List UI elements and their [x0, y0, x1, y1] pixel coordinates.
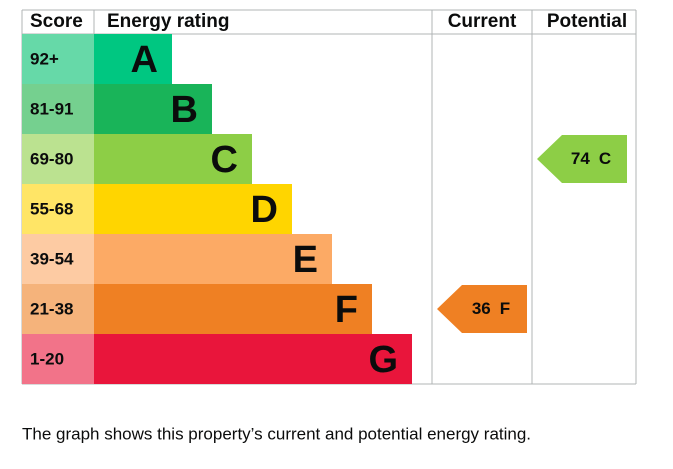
rating-bar	[94, 284, 372, 334]
rating-letter: C	[211, 139, 238, 181]
score-range: 1-20	[30, 349, 64, 368]
rating-letter: G	[368, 339, 398, 381]
rating-bar	[94, 34, 172, 84]
score-header: Score	[30, 11, 83, 32]
score-cell	[22, 184, 94, 234]
rating-bar	[94, 334, 412, 384]
score-range: 21-38	[30, 299, 73, 318]
current-score: 36	[472, 299, 491, 318]
score-cell	[22, 334, 94, 384]
current-header: Current	[448, 11, 517, 32]
score-cell	[22, 234, 94, 284]
score-cell	[22, 284, 94, 334]
score-cell	[22, 34, 94, 84]
potential-arrow	[537, 135, 627, 183]
rating-letter: E	[293, 239, 318, 281]
rating-letter: D	[251, 189, 278, 231]
rating-bar	[94, 234, 332, 284]
current-rating: 36 F	[472, 299, 510, 318]
potential-score: 74	[571, 149, 590, 168]
potential-band: C	[599, 149, 611, 168]
score-range: 39-54	[30, 249, 74, 268]
score-cell	[22, 134, 94, 184]
rating-letter: A	[131, 39, 158, 81]
potential-header: Potential	[547, 11, 627, 32]
rating-bar	[94, 134, 252, 184]
score-range: 81-91	[30, 99, 73, 118]
score-cell	[22, 84, 94, 134]
score-range: 55-68	[30, 199, 73, 218]
caption: The graph shows this property’s current …	[22, 424, 531, 443]
score-range: 69-80	[30, 149, 73, 168]
rating-bar	[94, 84, 212, 134]
potential-rating: 74 C	[571, 149, 611, 168]
current-arrow	[437, 285, 527, 333]
rating-letter: F	[335, 289, 358, 331]
rating-bar	[94, 184, 292, 234]
rating-header: Energy rating	[107, 11, 229, 32]
score-range: 92+	[30, 49, 59, 68]
rating-letter: B	[171, 89, 198, 131]
current-band: F	[500, 299, 510, 318]
